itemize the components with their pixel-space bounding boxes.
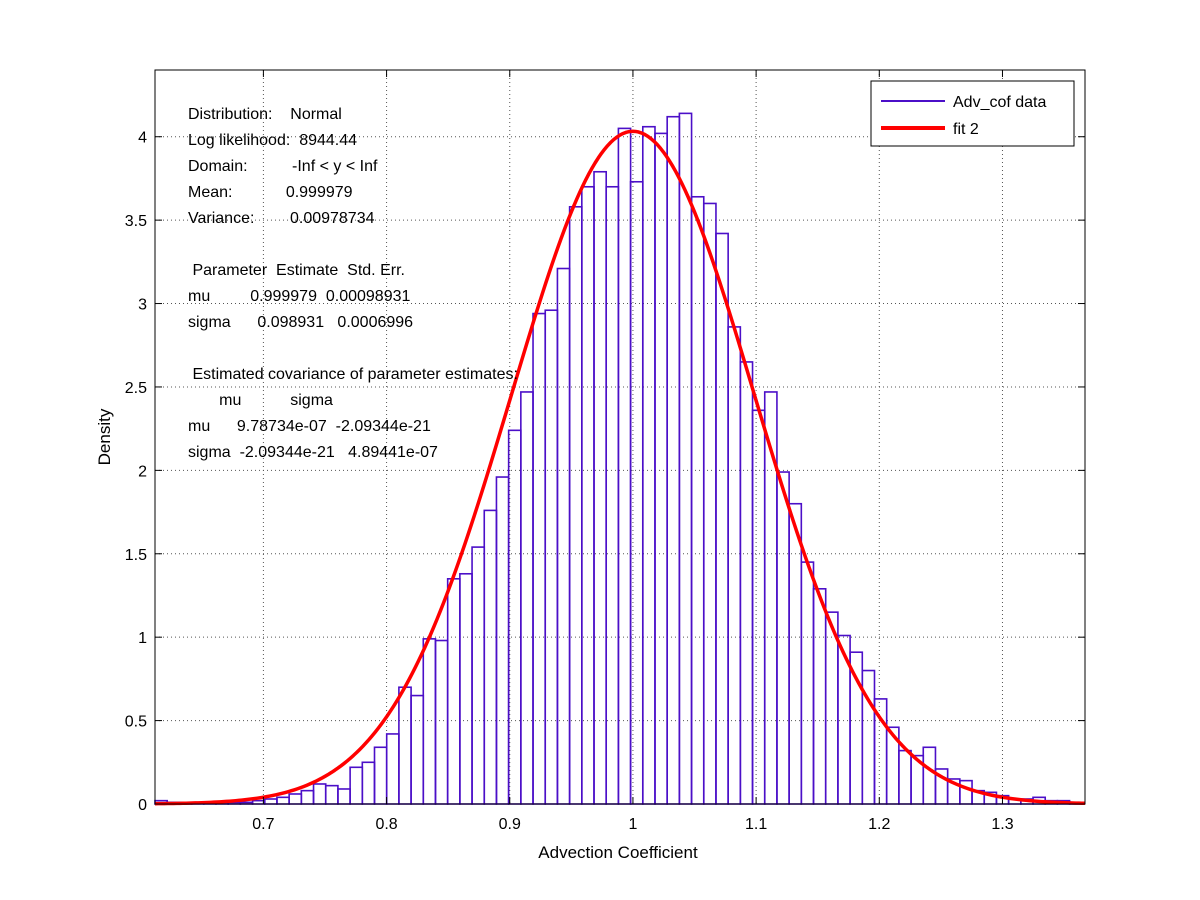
fit-statistics-line: Log likelihood: 8944.44	[188, 132, 357, 149]
fit-statistics-line: Distribution: Normal	[188, 106, 342, 123]
legend[interactable]: Adv_cof data fit 2	[870, 80, 1075, 147]
plot-area	[155, 70, 1085, 804]
x-tick-label: 1.1	[745, 816, 767, 833]
fit-statistics-line: Parameter Estimate Std. Err.	[188, 262, 405, 279]
fit-statistics-line: mu 0.999979 0.00098931	[188, 288, 410, 305]
x-tick-label: 1.3	[991, 816, 1013, 833]
legend-entry-histogram: Adv_cof data	[953, 94, 1047, 111]
fit-statistics-line: mu sigma	[188, 392, 333, 409]
plot-frame	[154, 69, 1086, 805]
y-tick-label: 1	[138, 630, 147, 647]
y-tick-label: 0.5	[125, 714, 147, 731]
x-axis-label: Advection Coefficient	[538, 843, 698, 862]
fit-statistics-line: sigma -2.09344e-21 4.89441e-07	[188, 444, 438, 461]
fit-statistics-line	[188, 236, 192, 253]
x-tick-label: 1.2	[868, 816, 890, 833]
y-tick-label: 4	[138, 130, 147, 147]
fit-statistics-annotation: Distribution: Normal Log likelihood: 8944…	[188, 106, 518, 461]
axis-ticks: 0.7 0.8 0.9 1 1.1 1.2 1.3 0 0.5 1 1.5 2 2.5 3 3.5 4	[125, 70, 1085, 833]
x-tick-label: 0.8	[375, 816, 397, 833]
fit-curve	[154, 129, 1086, 806]
legend-box	[870, 80, 1075, 147]
legend-entry-fit: fit 2	[953, 121, 979, 138]
fit-statistics-line: mu 9.78734e-07 -2.09344e-21	[188, 418, 431, 435]
fit-statistics-line: Estimated covariance of parameter estima…	[188, 366, 518, 383]
y-axis-label: Density	[95, 408, 114, 465]
x-tick-label: 0.9	[499, 816, 521, 833]
y-tick-label: 2.5	[125, 380, 147, 397]
y-tick-label: 1.5	[125, 547, 147, 564]
x-tick-label: 1	[628, 816, 637, 833]
fit-statistics-line: Mean: 0.999979	[188, 184, 353, 201]
y-tick-label: 3.5	[125, 213, 147, 230]
fit-statistics-line	[188, 340, 192, 357]
x-tick-label: 0.7	[252, 816, 274, 833]
y-tick-label: 3	[138, 297, 147, 314]
y-tick-label: 0	[138, 797, 147, 814]
fit-statistics-text: Distribution: Normal Log likelihood: 8944…	[188, 106, 518, 461]
fit-statistics-line: sigma 0.098931 0.0006996	[188, 314, 413, 331]
y-tick-label: 2	[138, 463, 147, 480]
fit-statistics-line: Domain: -Inf < y < Inf	[188, 158, 378, 175]
fit-statistics-line: Variance: 0.00978734	[188, 210, 375, 227]
